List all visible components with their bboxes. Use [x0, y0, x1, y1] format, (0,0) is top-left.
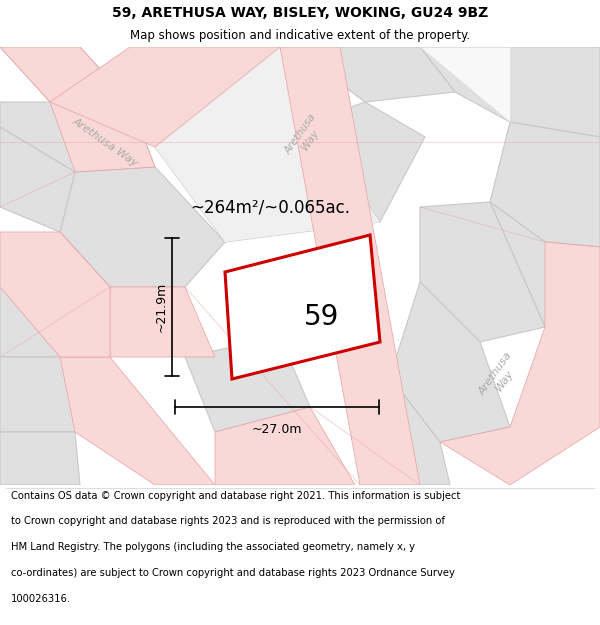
Text: HM Land Registry. The polygons (including the associated geometry, namely x, y: HM Land Registry. The polygons (includin… — [11, 542, 415, 552]
Text: Arethusa
Way: Arethusa Way — [283, 112, 327, 162]
Polygon shape — [110, 287, 215, 357]
Polygon shape — [280, 47, 420, 485]
Polygon shape — [0, 432, 80, 485]
Polygon shape — [420, 47, 510, 122]
Text: Contains OS data © Crown copyright and database right 2021. This information is : Contains OS data © Crown copyright and d… — [11, 491, 460, 501]
Polygon shape — [490, 202, 600, 347]
Polygon shape — [440, 242, 600, 485]
Text: co-ordinates) are subject to Crown copyright and database rights 2023 Ordnance S: co-ordinates) are subject to Crown copyr… — [11, 568, 455, 578]
Polygon shape — [215, 407, 355, 485]
Polygon shape — [60, 167, 225, 287]
Polygon shape — [310, 102, 425, 222]
Text: Map shows position and indicative extent of the property.: Map shows position and indicative extent… — [130, 29, 470, 42]
Polygon shape — [0, 127, 75, 232]
Polygon shape — [310, 47, 455, 102]
Text: Arethusa
Way: Arethusa Way — [477, 350, 523, 404]
Polygon shape — [50, 47, 280, 147]
Polygon shape — [490, 122, 600, 247]
Polygon shape — [60, 357, 215, 485]
Polygon shape — [390, 282, 510, 442]
Polygon shape — [0, 357, 90, 432]
Polygon shape — [0, 232, 110, 357]
Polygon shape — [50, 102, 155, 172]
Text: ~264m²/~0.065ac.: ~264m²/~0.065ac. — [190, 198, 350, 216]
Text: Arethusa Way: Arethusa Way — [70, 116, 140, 168]
Polygon shape — [155, 47, 380, 242]
Polygon shape — [185, 337, 310, 432]
Text: 100026316.: 100026316. — [11, 594, 71, 604]
Text: 59, ARETHUSA WAY, BISLEY, WOKING, GU24 9BZ: 59, ARETHUSA WAY, BISLEY, WOKING, GU24 9… — [112, 6, 488, 19]
Polygon shape — [0, 47, 130, 102]
Polygon shape — [0, 232, 110, 357]
Polygon shape — [0, 47, 130, 102]
Polygon shape — [420, 47, 600, 137]
Polygon shape — [420, 202, 545, 342]
Polygon shape — [225, 235, 380, 379]
Text: ~21.9m: ~21.9m — [155, 282, 168, 332]
Text: to Crown copyright and database rights 2023 and is reproduced with the permissio: to Crown copyright and database rights 2… — [11, 516, 445, 526]
Text: 59: 59 — [304, 303, 340, 331]
Polygon shape — [155, 122, 380, 242]
Polygon shape — [355, 377, 450, 485]
Polygon shape — [0, 102, 155, 172]
Text: ~27.0m: ~27.0m — [252, 423, 302, 436]
